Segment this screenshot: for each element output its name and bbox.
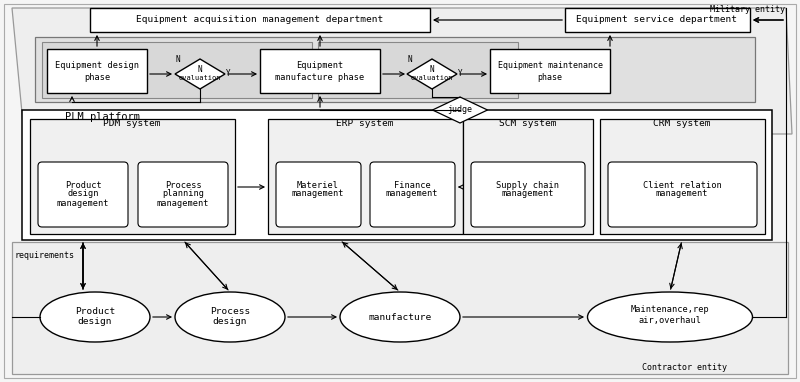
Text: Maintenance,rep: Maintenance,rep — [630, 304, 710, 314]
Text: judge: judge — [447, 105, 473, 115]
Text: Materiel: Materiel — [297, 181, 339, 189]
Bar — [42, 42, 312, 98]
Text: evaluation: evaluation — [178, 75, 222, 81]
Text: Equipment acquisition management department: Equipment acquisition management departm… — [136, 16, 384, 24]
Text: evaluation: evaluation — [410, 75, 454, 81]
Bar — [490, 49, 610, 93]
Text: Finance: Finance — [394, 181, 430, 189]
Text: Product: Product — [65, 181, 102, 189]
Polygon shape — [12, 8, 792, 134]
Bar — [47, 49, 147, 93]
Text: design: design — [78, 317, 112, 327]
Text: Equipment service department: Equipment service department — [577, 16, 738, 24]
Text: management: management — [656, 189, 708, 199]
Bar — [463, 119, 593, 234]
Text: ERP system: ERP system — [336, 120, 394, 128]
Text: Equipment design: Equipment design — [55, 62, 139, 71]
Ellipse shape — [340, 292, 460, 342]
Bar — [318, 42, 518, 98]
Text: Y: Y — [458, 70, 462, 78]
Polygon shape — [175, 59, 225, 89]
Text: management: management — [502, 189, 554, 199]
Text: N: N — [198, 65, 202, 74]
Text: Client relation: Client relation — [642, 181, 722, 189]
Bar — [90, 8, 430, 32]
Ellipse shape — [175, 292, 285, 342]
Bar — [268, 119, 463, 234]
Text: N: N — [430, 65, 434, 74]
Text: Y: Y — [226, 70, 230, 78]
Text: design: design — [67, 189, 98, 199]
FancyBboxPatch shape — [608, 162, 757, 227]
Text: management: management — [292, 189, 344, 199]
FancyBboxPatch shape — [276, 162, 361, 227]
Text: PDM system: PDM system — [103, 120, 161, 128]
Polygon shape — [12, 242, 788, 374]
FancyBboxPatch shape — [471, 162, 585, 227]
Text: Product: Product — [75, 308, 115, 317]
FancyBboxPatch shape — [38, 162, 128, 227]
Text: N: N — [408, 55, 412, 65]
Bar — [260, 49, 380, 93]
Text: Military entity: Military entity — [710, 5, 785, 15]
Text: PLM platform: PLM platform — [65, 112, 140, 122]
Text: Equipment: Equipment — [296, 62, 344, 71]
Bar — [600, 119, 765, 234]
FancyBboxPatch shape — [370, 162, 455, 227]
Text: management: management — [157, 199, 210, 207]
Text: Equipment maintenance: Equipment maintenance — [498, 62, 602, 71]
Text: design: design — [213, 317, 247, 327]
Text: planning: planning — [162, 189, 204, 199]
Text: manufacture: manufacture — [368, 312, 432, 322]
Text: air,overhaul: air,overhaul — [638, 316, 702, 324]
Bar — [565, 8, 750, 32]
Text: CRM system: CRM system — [654, 120, 710, 128]
Text: management: management — [57, 199, 110, 207]
Text: Supply chain: Supply chain — [497, 181, 559, 189]
Text: Process: Process — [165, 181, 202, 189]
Text: phase: phase — [84, 73, 110, 81]
Text: phase: phase — [538, 73, 562, 81]
FancyBboxPatch shape — [138, 162, 228, 227]
Ellipse shape — [40, 292, 150, 342]
Text: requirements: requirements — [14, 251, 74, 259]
Text: management: management — [386, 189, 438, 199]
Ellipse shape — [587, 292, 753, 342]
Bar — [35, 37, 755, 102]
Text: N: N — [176, 55, 180, 65]
Text: Contractor entity: Contractor entity — [642, 364, 727, 372]
Text: manufacture phase: manufacture phase — [275, 73, 365, 81]
Polygon shape — [433, 97, 487, 123]
Polygon shape — [407, 59, 457, 89]
Text: SCM system: SCM system — [499, 120, 557, 128]
Bar — [22, 110, 772, 240]
Bar — [30, 119, 235, 234]
Text: Process: Process — [210, 308, 250, 317]
